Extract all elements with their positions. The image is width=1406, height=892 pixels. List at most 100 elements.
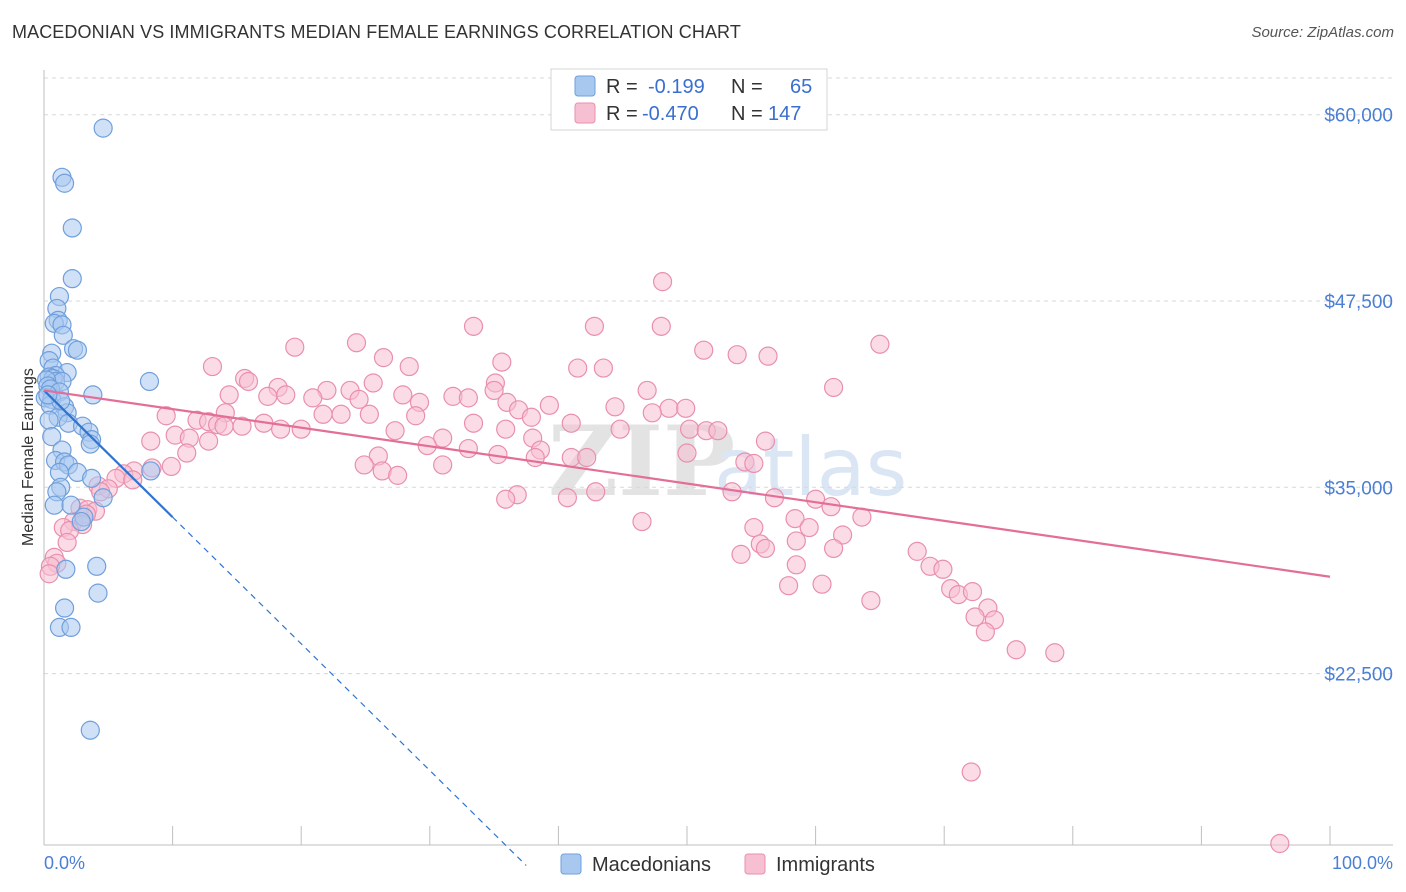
immigrants-point-116 bbox=[799, 517, 819, 538]
immigrants-point-16 bbox=[363, 373, 383, 393]
legend-r-label-1: R = bbox=[606, 76, 638, 98]
macedonians-point-10 bbox=[53, 325, 73, 345]
immigrants-point-138 bbox=[861, 590, 881, 611]
immigrants-point-132 bbox=[39, 564, 59, 584]
macedonians-point-4 bbox=[62, 269, 82, 289]
immigrants-point-104 bbox=[821, 497, 841, 517]
immigrants-point-38 bbox=[659, 398, 679, 418]
immigrants-point-12 bbox=[202, 356, 223, 377]
immigrants-point-93 bbox=[123, 470, 143, 490]
immigrants-point-125 bbox=[731, 544, 751, 564]
immigrants-point-59 bbox=[385, 421, 405, 441]
y-tick-labels: $22,500 $35,000 $47,500 $60,000 bbox=[1324, 106, 1393, 686]
legend-r-value-1: -0.199 bbox=[648, 76, 705, 98]
immigrants-point-7 bbox=[694, 340, 714, 360]
macedonians-point-55 bbox=[71, 511, 91, 532]
immigrants-point-140 bbox=[965, 607, 985, 627]
immigrants-point-83 bbox=[744, 453, 764, 474]
immigrants-point-81 bbox=[577, 447, 597, 468]
y-tick-label-0: $22,500 bbox=[1324, 665, 1393, 686]
immigrants-point-71 bbox=[199, 431, 219, 451]
macedonians-point-51 bbox=[93, 488, 113, 508]
macedonians-point-34 bbox=[39, 410, 59, 430]
immigrants-point-76 bbox=[177, 443, 197, 463]
immigrants-point-136 bbox=[778, 576, 799, 596]
legend-swatch-immigrants bbox=[574, 102, 596, 124]
immigrants-point-118 bbox=[833, 525, 853, 545]
immigrants-point-135 bbox=[962, 582, 983, 602]
legend-swatch-macedonians bbox=[574, 75, 596, 97]
immigrants-point-20 bbox=[824, 377, 844, 398]
immigrants-point-13 bbox=[399, 356, 419, 377]
immigrants-point-129 bbox=[786, 555, 806, 575]
trend-lines bbox=[43, 389, 1331, 866]
source-attribution: Source: ZipAtlas.com bbox=[1251, 24, 1394, 41]
immigrants-point-45 bbox=[359, 404, 379, 424]
immigrants-point-97 bbox=[586, 482, 606, 502]
bottom-legend-swatch-macedonians bbox=[560, 853, 582, 875]
immigrants-point-62 bbox=[679, 419, 700, 439]
immigrants-point-86 bbox=[161, 456, 181, 477]
immigrants-point-146 bbox=[1270, 833, 1290, 854]
immigrants-point-113 bbox=[785, 509, 805, 529]
immigrants-point-79 bbox=[525, 447, 545, 468]
macedonians-point-39 bbox=[80, 434, 100, 454]
immigrants-point-142 bbox=[1006, 640, 1026, 660]
legend-r-label-2: R = bbox=[606, 103, 638, 125]
immigrants-point-56 bbox=[232, 416, 252, 436]
macedonians-point-0 bbox=[93, 118, 113, 138]
immigrants-point-124 bbox=[907, 541, 927, 561]
macedonians-point-62 bbox=[80, 720, 100, 740]
macedonians-point-53 bbox=[61, 495, 81, 515]
macedonians-point-58 bbox=[88, 583, 108, 603]
immigrants-point-3 bbox=[651, 316, 671, 336]
immigrants-point-52 bbox=[463, 413, 484, 433]
macedonians-point-59 bbox=[54, 598, 75, 618]
immigrants-point-29 bbox=[258, 386, 278, 406]
immigrants-point-143 bbox=[975, 622, 995, 642]
immigrants-point-100 bbox=[557, 488, 578, 508]
bottom-legend-label-immigrants: Immigrants bbox=[776, 854, 875, 876]
x-tick-label-min: 0.0% bbox=[44, 853, 85, 873]
immigrants-point-1 bbox=[463, 316, 484, 336]
immigrants-trend-line bbox=[43, 389, 1331, 578]
legend-n-label-2: N = bbox=[731, 103, 763, 125]
immigrants-point-19 bbox=[238, 371, 259, 392]
immigrants-point-53 bbox=[561, 413, 581, 433]
immigrants-point-110 bbox=[632, 511, 652, 532]
immigrants-point-24 bbox=[484, 380, 504, 401]
y-axis-title: Median Female Earnings bbox=[20, 368, 37, 546]
immigrants-point-122 bbox=[755, 538, 776, 559]
series-macedonians bbox=[35, 118, 161, 740]
immigrants-point-28 bbox=[637, 380, 657, 401]
macedonians-point-2 bbox=[54, 173, 75, 193]
immigrants-point-25 bbox=[219, 385, 239, 405]
series-immigrants bbox=[39, 272, 1290, 854]
immigrants-point-26 bbox=[276, 385, 296, 405]
immigrants-point-55 bbox=[214, 416, 234, 436]
immigrants-point-30 bbox=[303, 388, 323, 408]
macedonians-point-40 bbox=[42, 427, 62, 447]
y-tick-label-3: $60,000 bbox=[1324, 106, 1393, 127]
immigrants-point-39 bbox=[676, 398, 696, 418]
immigrants-point-42 bbox=[642, 403, 662, 423]
immigrants-point-47 bbox=[521, 407, 541, 427]
immigrants-point-11 bbox=[373, 348, 394, 368]
immigrants-point-37 bbox=[605, 397, 625, 417]
immigrants-point-69 bbox=[755, 431, 776, 451]
immigrants-point-36 bbox=[539, 395, 559, 415]
immigrants-point-2 bbox=[584, 316, 605, 336]
immigrants-point-27 bbox=[393, 385, 413, 405]
immigrants-point-60 bbox=[496, 419, 516, 439]
immigrants-point-46 bbox=[406, 406, 426, 426]
immigrants-point-33 bbox=[349, 389, 369, 409]
immigrants-point-32 bbox=[458, 388, 478, 408]
immigrants-point-101 bbox=[496, 489, 516, 509]
immigrants-point-131 bbox=[933, 559, 953, 579]
immigrants-point-0 bbox=[652, 272, 673, 292]
macedonians-point-23 bbox=[139, 371, 160, 392]
immigrants-point-8 bbox=[727, 345, 747, 365]
macedonians-point-61 bbox=[61, 617, 81, 638]
macedonians-point-47 bbox=[141, 461, 161, 481]
immigrants-point-48 bbox=[156, 406, 176, 426]
